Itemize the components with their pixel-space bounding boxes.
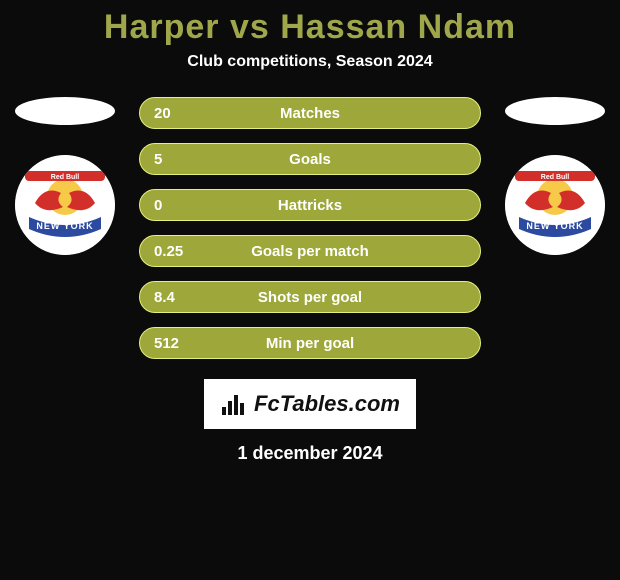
player2-avatar-placeholder [505,97,605,125]
stat-row: 8.4 Shots per goal [139,281,481,313]
left-column: Red Bull NEW YORK [15,97,115,255]
date-label: 1 december 2024 [0,443,620,464]
player1-club-logo: Red Bull NEW YORK [15,155,115,255]
stat-left-value: 512 [154,335,179,352]
page-title: Harper vs Hassan Ndam [0,0,620,47]
stat-metric-label: Goals [289,151,331,168]
stat-row: 0 Hattricks [139,189,481,221]
player2-name: Hassan Ndam [280,8,516,46]
stat-left-value: 20 [154,105,171,122]
stat-left-value: 0.25 [154,243,183,260]
stat-metric-label: Goals per match [251,243,369,260]
stat-row: 512 Min per goal [139,327,481,359]
subtitle: Club competitions, Season 2024 [0,53,620,71]
stat-row: 0.25 Goals per match [139,235,481,267]
redbull-ny-icon: Red Bull NEW YORK [15,155,115,255]
stat-left-value: 8.4 [154,289,175,306]
stat-row: 5 Goals [139,143,481,175]
stat-metric-label: Matches [280,105,340,122]
svg-text:Red Bull: Red Bull [51,174,79,181]
svg-text:Red Bull: Red Bull [541,174,569,181]
svg-text:NEW YORK: NEW YORK [526,221,583,231]
stat-metric-label: Shots per goal [258,289,362,306]
player1-avatar-placeholder [15,97,115,125]
player1-name: Harper [104,8,220,46]
site-name: FcTables.com [254,391,400,417]
stat-row: 20 Matches [139,97,481,129]
stat-left-value: 5 [154,151,162,168]
bars-icon [220,391,248,417]
stat-metric-label: Min per goal [266,335,354,352]
player2-club-logo: Red Bull NEW YORK [505,155,605,255]
right-column: Red Bull NEW YORK [505,97,605,255]
site-logo-box: FcTables.com [204,379,416,429]
stat-metric-label: Hattricks [278,197,342,214]
stats-column: 20 Matches 5 Goals 0 Hattricks 0.25 Goals per m… [139,97,481,359]
vs-label: vs [230,8,270,46]
stat-left-value: 0 [154,197,162,214]
comparison-layout: Red Bull NEW YORK 20 Matches 5 Goals 0 Hattri… [0,97,620,359]
redbull-ny-icon: Red Bull NEW YORK [505,155,605,255]
svg-text:NEW YORK: NEW YORK [36,221,93,231]
